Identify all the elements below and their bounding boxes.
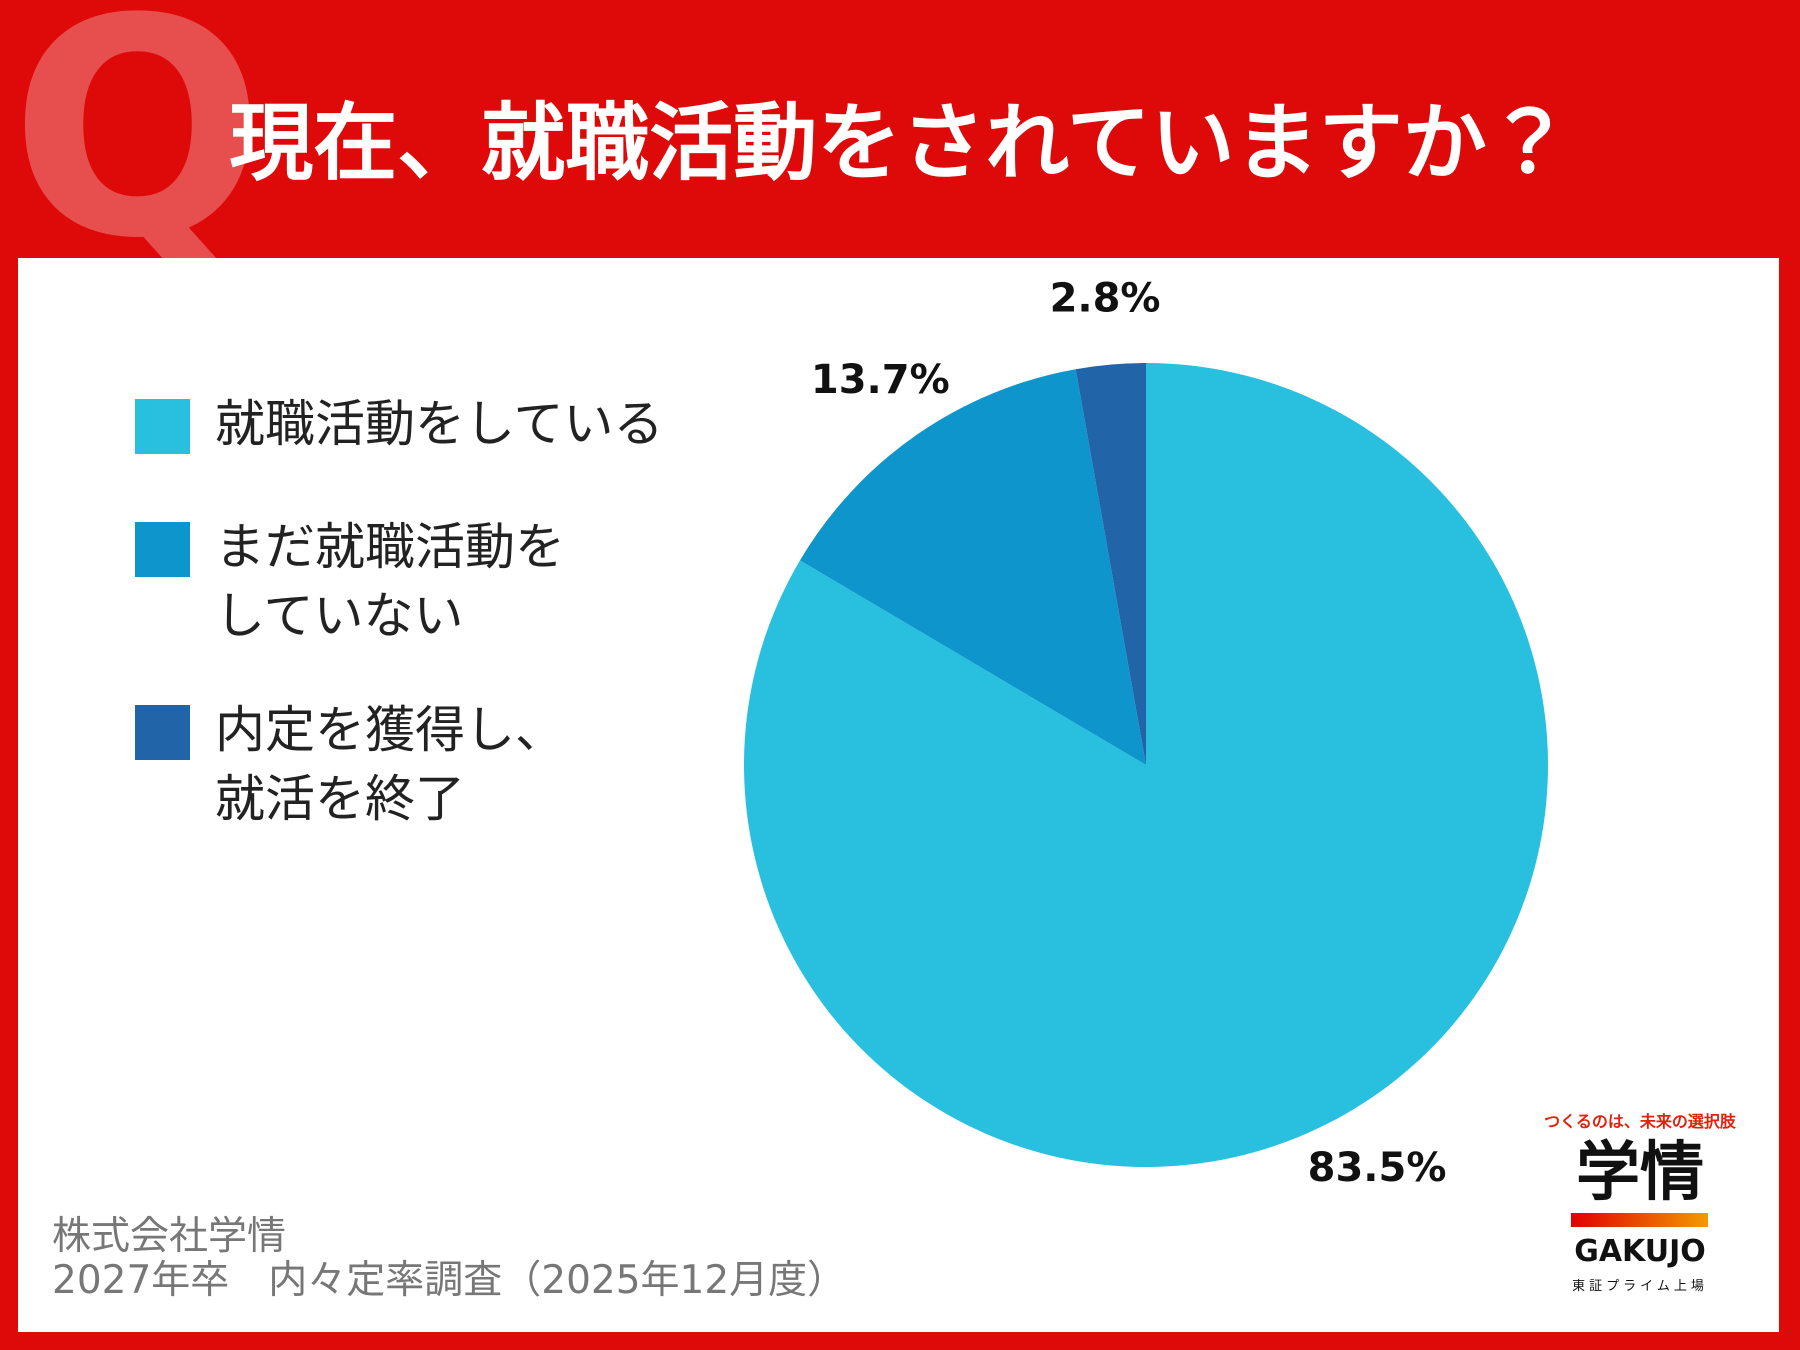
pie-slice [799, 369, 1146, 765]
value-label: 2.8% [1050, 275, 1161, 321]
legend-swatch [135, 705, 190, 760]
value-label: 83.5% [1308, 1145, 1447, 1191]
logo-listing: 東証プライム上場 [1572, 1279, 1708, 1294]
legend-swatch [135, 399, 190, 454]
source-line: 2027年卒 内々定率調査（2025年12月度） [52, 1258, 847, 1303]
pie-slice [1075, 363, 1146, 765]
legend-entry: 内定を獲得し、 就活を終了 [135, 701, 565, 834]
legend-label: 内定を獲得し、 就活を終了 [215, 701, 565, 828]
legend-label: まだ就職活動を していない [215, 518, 565, 645]
legend-label: 就職活動をしている [215, 395, 664, 453]
value-label: 13.7% [811, 357, 950, 403]
legend-entry: 就職活動をしている [135, 395, 664, 459]
pie-slice [744, 363, 1548, 1168]
legend-swatch [135, 522, 190, 577]
source-line: 株式会社学情 [52, 1214, 287, 1259]
logo-name: 学情 [1576, 1136, 1704, 1210]
q-decoration: Q [10, 0, 266, 304]
logo-roman: GAKUJO [1574, 1234, 1706, 1269]
chart-title: 現在、就職活動をされていますか？ [229, 94, 1571, 192]
logo-tagline: つくるのは、未来の選択肢 [1544, 1112, 1736, 1131]
logo-bar [1571, 1213, 1708, 1227]
legend-entry: まだ就職活動を していない [135, 518, 565, 651]
